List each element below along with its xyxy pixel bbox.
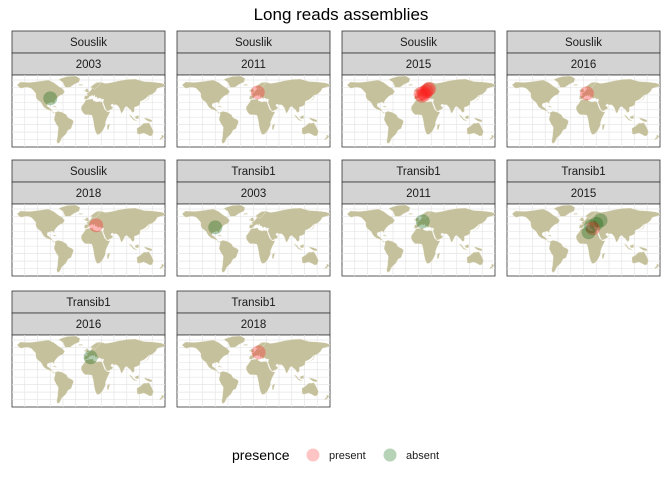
legend-label-absent: absent [406,450,439,462]
facet-panel: Souslik 2016 [506,30,661,148]
data-point-present [579,86,594,101]
facet-panel: Souslik 2015 [341,30,496,148]
strip-element-label: Transib1 [231,297,275,309]
data-point-present [251,345,266,360]
strip-element-label: Souslik [70,37,107,49]
legend-label-present: present [329,450,366,462]
facet-panel: Transib1 2015 [506,159,661,277]
data-point-absent [584,219,599,234]
strip-element-label: Souslik [70,166,107,178]
strip-year-label: 2003 [76,59,102,71]
strip-element-label: Transib1 [66,297,110,309]
data-point-absent [43,91,58,106]
legend: presence present absent [232,447,439,463]
data-point-absent [593,213,608,228]
strip-year-label: 2015 [571,188,597,200]
strip-element-label: Souslik [235,37,272,49]
data-point-present [420,82,435,97]
legend-entries: present absent [306,448,439,462]
strip-year-label: 2011 [241,59,266,71]
data-point-present [250,85,265,100]
facet-panel: Souslik 2003 [11,30,166,148]
facet-panel: Souslik 2018 [11,159,166,277]
strip-element-label: Souslik [565,37,602,49]
data-point-present [414,88,429,103]
legend-key-present [306,448,320,462]
data-point-present [416,85,431,100]
strip-year-label: 2016 [571,59,597,71]
data-point-present [417,87,432,102]
data-point-absent [208,220,223,235]
data-point-absent [415,214,430,229]
strip-element-label: Transib1 [396,166,440,178]
data-point-present [422,81,437,96]
strip-year-label: 2011 [406,188,431,200]
strip-element-label: Souslik [400,37,437,49]
data-point-absent [589,216,604,231]
strip-year-label: 2016 [76,319,102,331]
data-point-absent [581,225,596,240]
data-point-present [413,86,428,101]
strip-element-label: Transib1 [231,166,275,178]
strip-year-label: 2015 [406,59,432,71]
strip-year-label: 2003 [241,188,267,200]
facet-panels: Souslik2003Souslik2011Souslik2015Souslik… [11,30,661,408]
data-point-present [419,84,434,99]
legend-title: presence [232,447,290,463]
facet-panel: Transib1 2011 [341,159,496,277]
facet-panel: Transib1 2016 [11,290,166,408]
strip-element-label: Transib1 [561,166,605,178]
strip-year-label: 2018 [241,319,267,331]
strip-year-label: 2018 [76,188,102,200]
chart-title: Long reads assemblies [254,5,429,24]
legend-key-absent [383,448,397,462]
data-point-present [89,218,104,233]
data-point-absent [83,350,98,365]
facet-panel: Transib1 2018 [176,290,331,408]
facet-panel: Souslik 2011 [176,30,331,148]
facet-panel: Transib1 2003 [176,159,331,277]
data-point-present [585,221,600,236]
